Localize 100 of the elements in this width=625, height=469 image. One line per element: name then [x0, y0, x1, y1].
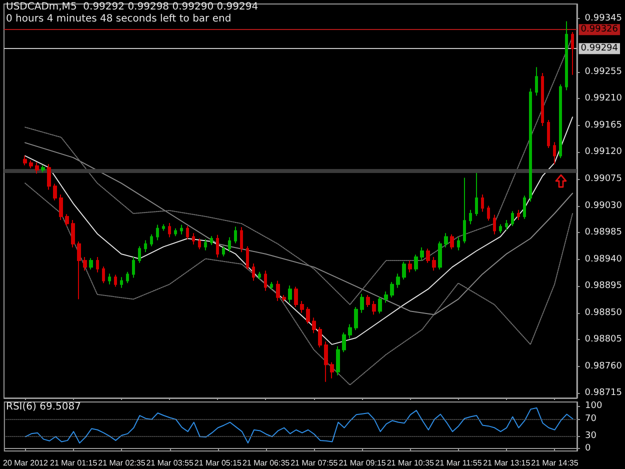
y-tick-label: 0.99120 [584, 147, 622, 158]
candlestick [198, 238, 201, 250]
candlestick [402, 261, 406, 280]
candlestick [71, 220, 75, 248]
candlestick [180, 224, 183, 235]
candlestick [535, 66, 538, 96]
candlestick [186, 225, 189, 240]
candlestick [114, 274, 117, 288]
candlestick [487, 205, 490, 222]
candlestick [300, 300, 304, 314]
chart-title: USDCADm,M5 0.99292 0.99298 0.99290 0.99294 [6, 2, 258, 12]
candlestick [517, 209, 520, 221]
candlestick [499, 224, 502, 234]
x-tick-label: 20 Mar 2012 [3, 458, 48, 468]
candlestick [444, 232, 448, 248]
x-tick-label: 21 Mar 06:35 [242, 458, 290, 468]
candlestick [228, 236, 231, 253]
candlestick [426, 248, 430, 264]
y-tick-label: 0.98760 [584, 361, 622, 372]
candlestick [511, 210, 514, 226]
x-tick-label: 21 Mar 05:15 [194, 458, 242, 468]
x-tick-label: 21 Mar 14:35 [531, 458, 579, 468]
candlestick [420, 246, 424, 262]
ref-line-label: 0.99326 [580, 24, 618, 35]
line-series [24, 142, 574, 316]
candlestick [408, 260, 412, 273]
candlestick [126, 271, 129, 284]
y-tick-label: 0.98805 [584, 334, 622, 345]
x-tick-label: 21 Mar 07:55 [290, 458, 338, 468]
candlestick [240, 226, 243, 253]
candlestick [246, 246, 249, 270]
candlestick [438, 240, 442, 270]
candlestick [336, 346, 340, 376]
candlestick [324, 340, 328, 382]
x-tick-label: 21 Mar 02:35 [98, 458, 146, 468]
candlestick [47, 164, 51, 190]
candlestick [559, 84, 562, 159]
candlestick [318, 326, 322, 348]
y-tick-label: 0.99075 [584, 174, 622, 184]
candlestick [450, 234, 454, 250]
candlestick [162, 224, 165, 232]
y-tick-label: 100 [585, 401, 602, 412]
candlestick [330, 362, 334, 379]
x-tick-label: 21 Mar 03:55 [146, 458, 194, 468]
x-tick-label: 21 Mar 13:15 [483, 458, 531, 468]
candlestick [366, 294, 370, 308]
candlestick [204, 238, 207, 251]
candlestick [565, 20, 568, 91]
y-tick-label: 0.98940 [584, 254, 622, 264]
line-series [24, 116, 574, 345]
candlestick [493, 214, 496, 235]
candlestick [529, 88, 532, 202]
candlestick [53, 183, 57, 201]
candlestick [264, 270, 267, 292]
candlestick [475, 172, 478, 216]
candlestick [523, 195, 526, 220]
candlestick [108, 273, 111, 285]
ref-line-label: 0.99294 [580, 44, 618, 54]
candlestick [29, 160, 33, 169]
candlestick [396, 273, 400, 288]
y-tick-label: 0.99165 [584, 120, 622, 130]
candlestick [384, 290, 388, 304]
candlestick [282, 294, 286, 302]
candlestick [168, 222, 171, 238]
candlestick [360, 293, 364, 314]
y-tick-label: 70 [585, 414, 597, 424]
candlestick [541, 72, 544, 127]
candlestick [83, 256, 87, 272]
candlestick [41, 164, 45, 173]
candlestick [144, 240, 147, 253]
candlestick [102, 266, 105, 284]
x-tick-label: 21 Mar 11:55 [435, 458, 482, 468]
candlestick [210, 236, 213, 246]
candlestick [312, 317, 316, 334]
candlestick [294, 286, 298, 308]
candlestick [505, 220, 508, 231]
y-tick-label: 0.99345 [584, 13, 622, 24]
candlestick [138, 246, 141, 264]
candlestick [132, 256, 135, 278]
candlestick [457, 236, 460, 251]
y-tick-label: 0 [585, 443, 591, 454]
candlestick [96, 256, 99, 273]
text: 0 hours 4 minutes 48 seconds left to bar end [6, 14, 232, 24]
candlestick [65, 214, 69, 226]
y-tick-label: 0.98985 [584, 228, 622, 238]
y-tick-label: 0.99210 [584, 94, 622, 104]
candlestick [414, 254, 418, 272]
candlestick [342, 332, 346, 353]
candlestick [469, 209, 472, 225]
candlestick [23, 155, 27, 166]
candlestick [553, 142, 556, 165]
candlestick [378, 296, 382, 314]
candlestick [234, 226, 237, 244]
candlestick [120, 276, 123, 288]
candlestick [174, 228, 177, 237]
candlestick [288, 285, 292, 304]
candlestick [252, 262, 255, 282]
candlestick [89, 258, 93, 270]
candlestick [59, 194, 63, 221]
y-tick-label: 0.98850 [584, 308, 622, 318]
